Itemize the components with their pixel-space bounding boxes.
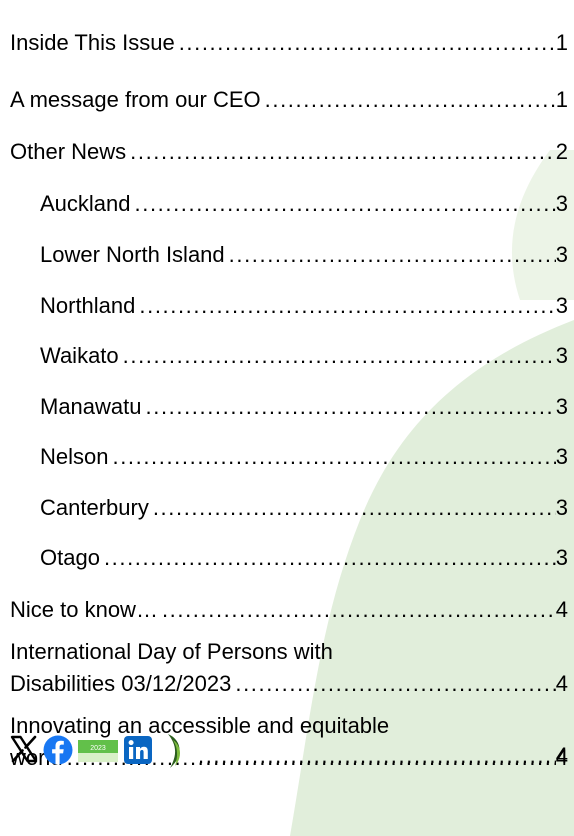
badge-year: 2023 [90,745,106,752]
dot-leader [144,393,556,421]
toc-entry-nice-to-know[interactable]: Nice to know… 4 [10,596,568,624]
toc-entry-international-day-persons-disabilities[interactable]: International Day of Persons with Disabi… [10,639,568,698]
toc-page-number: 3 [555,343,568,368]
toc-entry-canterbury[interactable]: Canterbury 3 [40,494,568,522]
social-row-page-link[interactable]: 4 [196,742,568,770]
toc-entry-title: Lower North Island [40,242,225,267]
toc-entry-title-line2: Disabilities 03/12/2023 [10,671,232,696]
dot-leader [110,443,555,471]
day-of-persons-badge-icon[interactable]: 2023 [78,740,118,762]
dot-leader [121,342,556,370]
toc-entry-other-news[interactable]: Other News 2 [10,138,568,166]
x-logo-icon[interactable] [10,735,38,763]
toc-page-number: 4 [555,671,568,696]
toc-entry-lower-north-island[interactable]: Lower North Island 3 [40,241,568,269]
toc-entry-otago[interactable]: Otago 3 [40,544,568,572]
toc-page-number: 3 [555,545,568,570]
toc-entry-title: Auckland [40,191,131,216]
dot-leader [160,596,556,624]
toc-entry-title: Other News [10,139,127,164]
toc-page-number: 2 [555,139,568,164]
toc-entry-auckland[interactable]: Auckland 3 [40,190,568,218]
toc-entry-innovating-accessible-world[interactable]: Innovating an accessible and equitable w… [10,713,568,772]
toc-entry-nelson[interactable]: Nelson 3 [40,443,568,471]
toc-entry-northland[interactable]: Northland 3 [40,292,568,320]
brand-swoosh-icon[interactable] [160,732,192,770]
toc-page-number: 3 [555,495,568,520]
dot-leader [128,138,556,166]
toc-page-number: 3 [555,191,568,216]
toc-entry-title: Otago [40,545,100,570]
toc-entry-title-line1: Innovating an accessible and equitable [10,713,390,738]
dot-leader [102,544,556,572]
toc-entry-waikato[interactable]: Waikato 3 [40,342,568,370]
toc-entry-title: A message from our CEO [10,87,261,112]
toc-entry-manawatu[interactable]: Manawatu 3 [40,393,568,421]
toc-page-number: 1 [555,30,568,55]
toc-page-number: 3 [555,444,568,469]
dot-leader [133,190,556,218]
toc-entry-title: Inside This Issue [10,30,175,55]
dot-leader [151,494,556,522]
toc-entry-title: Nice to know… [10,597,158,622]
toc-page-number: 3 [555,293,568,318]
linkedin-icon[interactable] [124,736,152,764]
toc-entry-title: Manawatu [40,394,142,419]
toc-page-number: 1 [555,87,568,112]
dot-leader [233,670,555,698]
toc-page-number: 3 [555,242,568,267]
toc-entry-ceo-message[interactable]: A message from our CEO 1 [10,86,568,114]
toc-entry-title-line1: International Day of Persons with [10,639,333,664]
toc-page-number: 4 [555,745,568,770]
dot-leader [137,292,555,320]
dot-leader [196,742,556,770]
dot-leader [227,241,556,269]
toc-entry-title: Northland [40,293,136,318]
dot-leader [177,29,556,57]
toc-page-number: 4 [555,597,568,622]
facebook-icon[interactable] [43,735,73,765]
toc-page-number: 3 [555,394,568,419]
toc-entry-inside-this-issue[interactable]: Inside This Issue 1 [10,29,568,57]
toc-entry-title: Waikato [40,343,119,368]
toc-page-number: 4 [555,743,568,768]
toc-entry-title: Canterbury [40,495,149,520]
toc-entry-title: Nelson [40,444,109,469]
dot-leader [263,86,556,114]
